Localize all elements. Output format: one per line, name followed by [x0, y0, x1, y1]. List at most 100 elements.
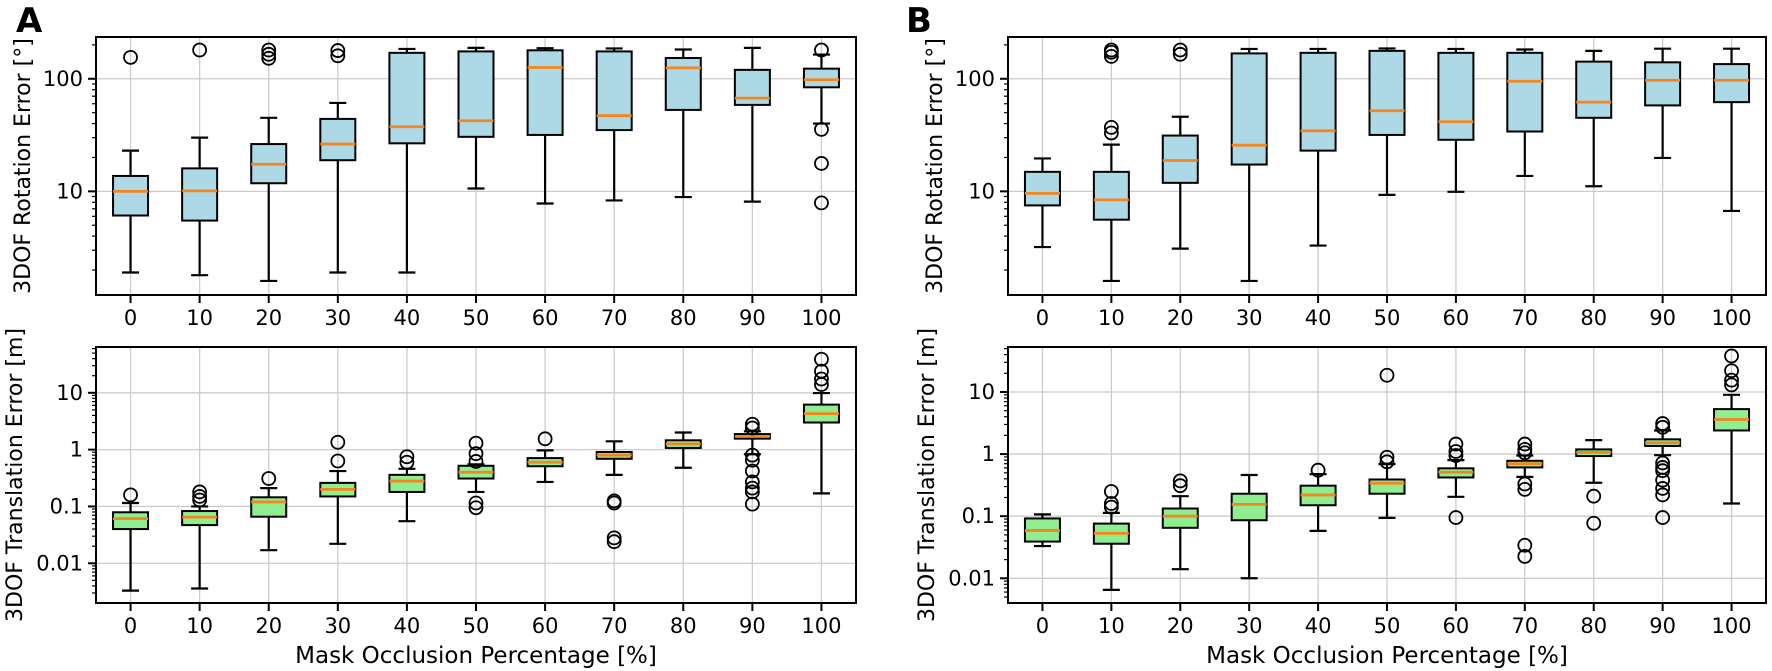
outlier-point — [192, 489, 208, 504]
y-tick-label: 10 — [56, 381, 83, 405]
outlier-point — [1103, 125, 1119, 141]
panel-label-b: B — [906, 1, 932, 41]
plot-frame — [95, 36, 857, 296]
outlier-point — [468, 495, 484, 511]
x-tick-label: 30 — [324, 306, 351, 330]
box-A-translation-90 — [733, 416, 771, 512]
plot-frame — [95, 346, 857, 604]
box-rect — [457, 50, 495, 138]
box-B-translation-20 — [1161, 473, 1199, 571]
outlier-point — [744, 447, 760, 463]
x-tick-label: 0 — [124, 614, 137, 638]
x-tick-label: 90 — [1649, 614, 1676, 638]
box-rect — [1299, 51, 1337, 152]
box-rect — [388, 51, 426, 145]
outlier-point — [814, 195, 829, 211]
outlier-point — [814, 351, 829, 367]
box-rect — [1644, 61, 1682, 107]
y-axis: 100 10 — [955, 44, 1008, 271]
x-axis: 0 10 20 30 40 50 60 70 80 90 100 — [1036, 295, 1752, 330]
box-A-rotation-10 — [181, 42, 219, 277]
outlier-point — [123, 487, 138, 503]
outlier-point — [537, 431, 553, 447]
outlier-point — [814, 156, 829, 171]
outlier-point — [606, 495, 622, 511]
y-tick-label: 0.01 — [36, 551, 83, 575]
box-B-rotation-30 — [1230, 47, 1268, 283]
box-rect — [733, 68, 771, 106]
box-B-rotation-40 — [1299, 47, 1337, 247]
outlier-point — [1310, 462, 1326, 478]
box-rect — [1230, 52, 1268, 166]
panel-label-a: A — [16, 1, 43, 41]
x-tick-label: 10 — [186, 614, 213, 638]
y-tick-label: 1 — [70, 438, 83, 462]
box-rect — [1230, 492, 1268, 522]
box-A-rotation-30 — [319, 43, 357, 274]
box-B-translation-50 — [1368, 367, 1406, 519]
x-tick-label: 100 — [801, 306, 841, 330]
outlier-point — [814, 122, 829, 137]
box-A-translation-0 — [112, 487, 150, 592]
x-tick-label: 70 — [1511, 614, 1538, 638]
outlier-point — [468, 500, 484, 516]
outlier-point — [399, 449, 415, 465]
box-rect — [1437, 51, 1475, 141]
outlier-point — [1517, 481, 1533, 497]
y-axis-label: 3DOF Translation Error [m] — [3, 328, 28, 622]
outlier-point — [1517, 476, 1533, 492]
outlier-point — [1103, 499, 1119, 515]
x-tick-label: 90 — [1649, 306, 1676, 330]
x-tick-label: 30 — [1236, 306, 1263, 330]
outlier-point — [123, 49, 138, 65]
y-tick-label: 1 — [982, 442, 995, 466]
outlier-point — [1724, 372, 1739, 388]
y-axis: 10 1 0.1 0.01 — [948, 347, 1008, 598]
outlier-point — [1655, 487, 1671, 503]
outlier-point — [1655, 455, 1671, 471]
x-tick-label: 60 — [532, 306, 559, 330]
x-tick-label: 50 — [1374, 306, 1401, 330]
box-rect — [1368, 49, 1406, 136]
x-tick-label: 80 — [1580, 306, 1607, 330]
outlier-point — [1655, 481, 1671, 496]
outlier-point — [1172, 478, 1188, 494]
box-rect — [1575, 60, 1613, 119]
outlier-point — [744, 463, 760, 479]
box-A-translation-60 — [526, 431, 564, 484]
outlier-point — [814, 363, 829, 379]
box-rect — [319, 117, 357, 162]
outlier-point — [1172, 42, 1188, 58]
outlier-point — [330, 434, 346, 450]
outlier-point — [744, 420, 760, 436]
box-A-translation-70 — [595, 440, 633, 550]
box-A-rotation-0 — [112, 49, 150, 274]
box-B-rotation-60 — [1437, 47, 1475, 193]
box-A-translation-30 — [319, 434, 357, 545]
x-tick-label: 80 — [670, 306, 697, 330]
outlier-point — [1724, 348, 1739, 364]
x-tick-label: 60 — [1443, 614, 1470, 638]
box-rect — [1368, 478, 1406, 495]
x-tick-label: 80 — [1580, 614, 1607, 638]
y-axis: 10 1 0.1 0.01 — [36, 347, 96, 594]
box-rect — [595, 50, 633, 132]
outlier-point — [744, 416, 760, 432]
box-A-rotation-40 — [388, 47, 426, 274]
outlier-point — [744, 496, 760, 512]
boxes — [112, 42, 840, 283]
outlier-point — [1655, 463, 1671, 479]
outlier-point — [606, 534, 622, 550]
box-rect — [664, 56, 702, 111]
outlier-point — [1379, 367, 1395, 383]
outlier-point — [1379, 454, 1395, 470]
box-B-translation-60 — [1437, 436, 1475, 525]
outlier-point — [1655, 419, 1671, 435]
x-tick-label: 80 — [670, 614, 697, 638]
outlier-point — [1103, 496, 1119, 511]
y-axis-label: 3DOF Rotation Error [°] — [923, 38, 948, 294]
outlier-point — [330, 43, 346, 58]
box-A-rotation-50 — [457, 46, 495, 190]
box-rect — [1713, 63, 1751, 104]
